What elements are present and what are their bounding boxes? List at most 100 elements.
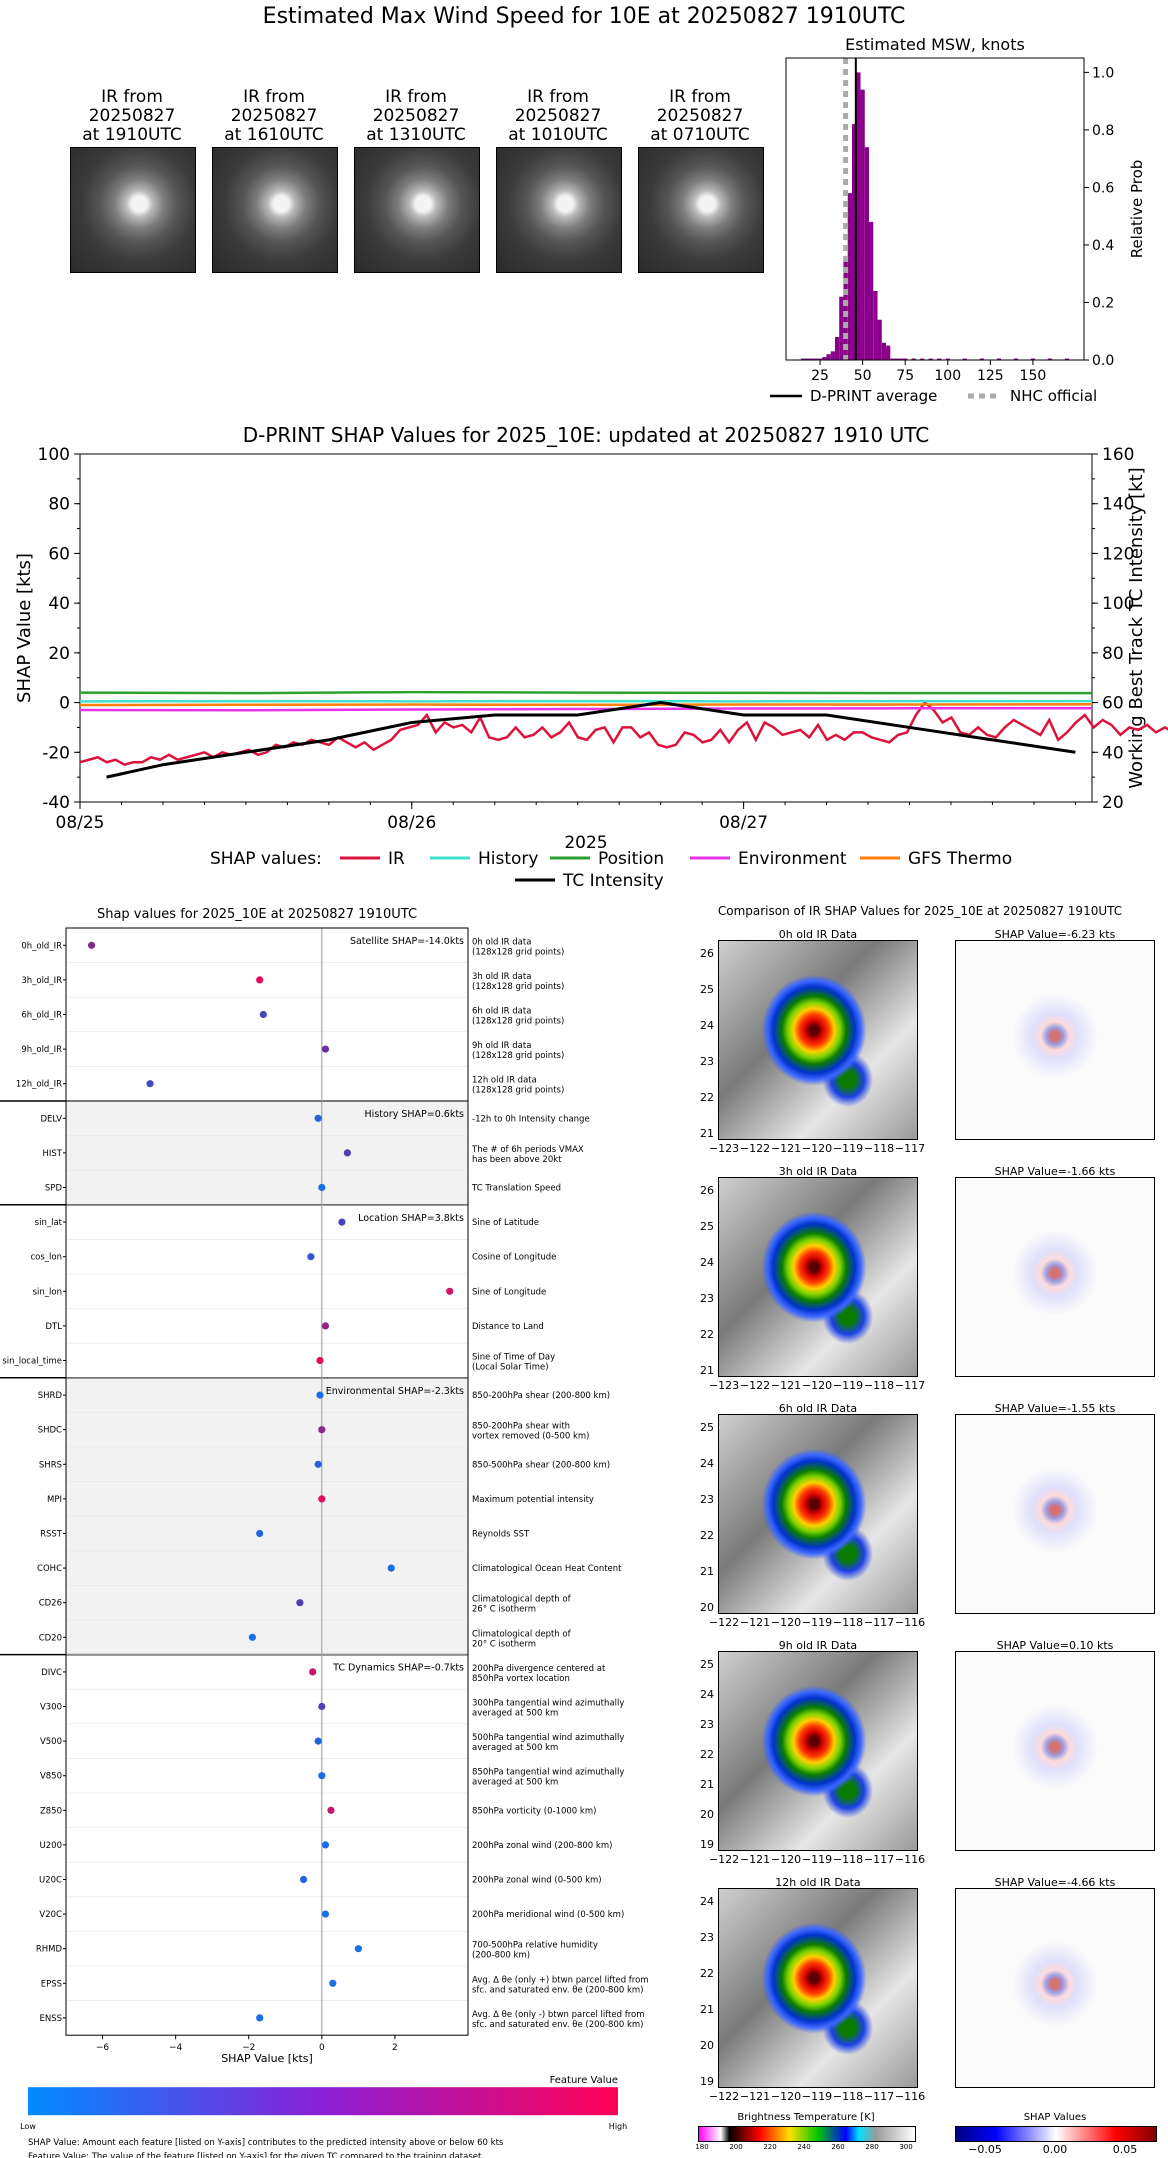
bee-feature-name: ENSS: [39, 2014, 62, 2024]
bee-point: [321, 1841, 330, 1849]
bee-point: [314, 1460, 322, 1468]
ir-ytick-label: 23: [700, 1931, 714, 1944]
bee-frame: [65, 927, 469, 2036]
hist-xtick-label: 50: [854, 368, 872, 384]
bee-feature-desc: 850-500hPa shear (200-800 km): [472, 1460, 610, 1470]
hist-bar: [979, 358, 984, 360]
ir-ytick-label: 25: [700, 1220, 714, 1233]
ts-ytick-label-left: -20: [42, 743, 70, 763]
ir-ytick-label: 20: [700, 2039, 714, 2052]
ir-panel-title: 0h old IR Data: [778, 928, 858, 941]
ir-thumbnail-image: [212, 147, 338, 273]
ir-xtick-label: −122: [708, 2090, 740, 2103]
ts-legend-label: TC Intensity: [562, 871, 664, 890]
shap-panel-image: [955, 1414, 1155, 1614]
bt-colorbar-tick: 180: [695, 2143, 709, 2151]
ir-xtick-label: −117: [863, 2090, 895, 2103]
msw-histogram-chart: Estimated MSW, knots 25 50 75 100 125 150 0.0 0.…: [770, 35, 1146, 405]
bee-feature-name: EPSS: [41, 1979, 62, 1989]
ts-ytick-label-right: 140: [1102, 495, 1134, 515]
bee-feature-desc: 200hPa divergence centered at: [472, 1664, 606, 1674]
thumbnail-label-line3: at 1310UTC: [366, 125, 466, 145]
ir-xtick-label: −117: [894, 1142, 926, 1155]
bee-feature-name: COHC: [37, 1564, 62, 1574]
bee-feature-desc: Climatological depth of: [472, 1629, 572, 1639]
ir-xtick-label: −118: [832, 1616, 864, 1629]
bee-feature-desc-line2: (128x128 grid points): [472, 1051, 564, 1061]
ir-ytick-label: 21: [700, 1364, 714, 1377]
bee-colorbar-label: Feature Value: [550, 2075, 618, 2086]
bee-feature-desc: 6h old IR data: [472, 1007, 531, 1017]
bee-feature-desc-line2: 850hPa vortex location: [472, 1674, 570, 1684]
bee-feature-name: 9h_old_IR: [21, 1045, 62, 1055]
bee-group-label: TC Dynamics SHAP=-0.7kts: [332, 1663, 464, 1674]
bee-feature-name: SHRD: [38, 1391, 63, 1401]
hist-bar: [962, 358, 967, 360]
bee-point: [309, 1668, 317, 1676]
ir-xtick-label: −120: [770, 1616, 802, 1629]
bee-point: [318, 1426, 326, 1434]
ir-ytick-label: 25: [700, 1658, 714, 1671]
ir-xtick-label: −117: [894, 1379, 926, 1392]
ir-ytick-label: 24: [700, 1457, 714, 1470]
legend-nhc-label: NHC official: [1010, 387, 1097, 405]
ir-xtick-label: −119: [832, 1379, 864, 1392]
ir-ytick-label: 19: [700, 1838, 714, 1851]
sv-colorbar: [955, 2126, 1157, 2142]
ts-legend-label: Position: [598, 849, 664, 869]
bee-xtick-label: 2: [392, 2043, 398, 2053]
bee-feature-name: V300: [40, 1703, 62, 1713]
hist-bar: [860, 89, 865, 360]
hist-bar: [920, 358, 925, 360]
bee-point: [307, 1253, 315, 1261]
legend-dprint-label: D-PRINT average: [810, 387, 937, 405]
bt-colorbar-label: Brightness Temperature [K]: [737, 2112, 875, 2123]
ir-xtick-label: −119: [801, 1616, 833, 1629]
bee-feature-desc: Sine of Longitude: [472, 1287, 546, 1297]
ir-ytick-label: 21: [700, 1127, 714, 1140]
ir-xtick-label: −118: [832, 1853, 864, 1866]
bee-feature-desc: 300hPa tangential wind azimuthally: [472, 1699, 624, 1709]
shap-panel-title: SHAP Value=0.10 kts: [996, 1639, 1114, 1652]
hist-bar: [1013, 358, 1019, 360]
bee-point: [146, 1080, 154, 1088]
ir-panel-image: [718, 1651, 918, 1851]
ts-ytick-label-right: 40: [1102, 743, 1124, 763]
bee-feature-name: 3h_old_IR: [21, 976, 62, 986]
bee-feature-name: 12h_old_IR: [16, 1080, 62, 1090]
bee-feature-desc: Avg. Δ θe (only -) btwn parcel lifted fr…: [472, 2010, 645, 2020]
bee-feature-desc: 3h old IR data: [472, 972, 531, 982]
ts-ytick-label-right: 60: [1102, 694, 1124, 714]
bee-point: [446, 1287, 454, 1295]
hist-bar: [890, 358, 895, 360]
bee-point: [299, 1875, 308, 1884]
bee-footnote-1: SHAP Value: Amount each feature [listed …: [28, 2138, 504, 2148]
bee-colorbar: [28, 2087, 618, 2116]
hist-xtick-label: 25: [811, 368, 829, 384]
ts-xlabel: 2025: [564, 833, 607, 853]
ir-xtick-label: −116: [894, 1853, 926, 1866]
shap-panel-title: SHAP Value=-1.55 kts: [994, 1402, 1116, 1415]
ts-legend-label: GFS Thermo: [908, 849, 1012, 869]
bee-feature-desc: The # of 6h periods VMAX: [471, 1145, 584, 1155]
bt-colorbar-tick: 240: [797, 2143, 811, 2151]
bee-feature-desc-line2: has been above 20kt: [472, 1155, 562, 1165]
bee-xtick-label: −4: [169, 2043, 183, 2053]
hist-bar: [869, 221, 874, 360]
bee-point: [321, 1045, 330, 1053]
ir-xtick-label: −117: [863, 1853, 895, 1866]
thumbnail-label-line1: IR from: [385, 87, 447, 107]
ts-xtick-label: 08/25: [56, 813, 105, 833]
bee-feature-desc: Maximum potential intensity: [472, 1495, 594, 1505]
ir-ytick-label: 26: [700, 1184, 714, 1197]
bee-feature-name: sin_lat: [35, 1218, 63, 1228]
ts-series-tc-intensity: [106, 701, 1076, 779]
ir-xtick-label: −122: [739, 1379, 771, 1392]
bee-group-label: History SHAP=0.6kts: [365, 1109, 465, 1120]
hist-bar: [809, 358, 814, 360]
bee-feature-name: V20C: [39, 1910, 62, 1920]
bee-point: [316, 1356, 324, 1365]
bee-point: [318, 1495, 326, 1503]
bt-colorbar-tick: 260: [831, 2143, 845, 2151]
shap-timeseries-chart: D-PRINT SHAP Values for 2025_10E: update…: [14, 423, 1168, 890]
